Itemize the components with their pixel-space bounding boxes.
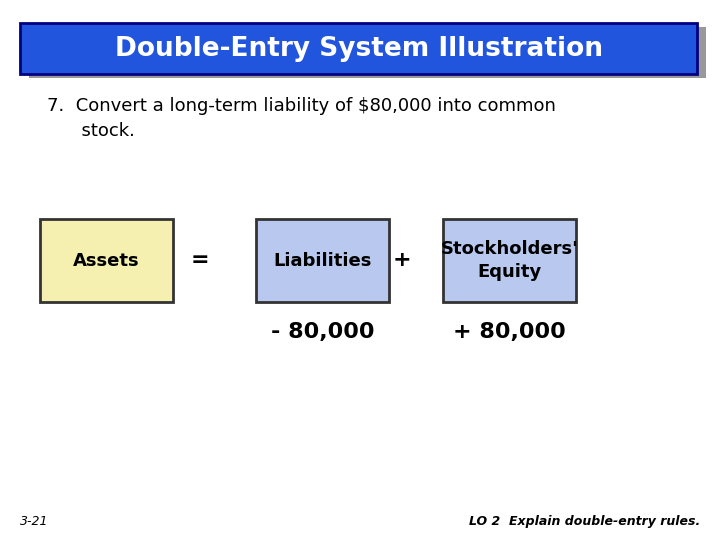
Text: +: +	[392, 250, 411, 271]
Text: 7.  Convert a long-term liability of $80,000 into common: 7. Convert a long-term liability of $80,…	[47, 97, 556, 115]
FancyBboxPatch shape	[29, 27, 706, 78]
Text: + 80,000: + 80,000	[454, 322, 566, 342]
Text: =: =	[191, 250, 210, 271]
FancyBboxPatch shape	[443, 219, 576, 302]
Text: LO 2  Explain double-entry rules.: LO 2 Explain double-entry rules.	[469, 515, 700, 528]
Text: 3-21: 3-21	[20, 515, 49, 528]
Text: Assets: Assets	[73, 252, 140, 269]
Text: Stockholders'
Equity: Stockholders' Equity	[441, 240, 578, 281]
Text: Double-Entry System Illustration: Double-Entry System Illustration	[114, 36, 603, 62]
FancyBboxPatch shape	[256, 219, 389, 302]
FancyBboxPatch shape	[40, 219, 173, 302]
FancyBboxPatch shape	[20, 23, 697, 74]
Text: - 80,000: - 80,000	[271, 322, 374, 342]
Text: Liabilities: Liabilities	[273, 252, 372, 269]
Text: stock.: stock.	[47, 122, 135, 139]
